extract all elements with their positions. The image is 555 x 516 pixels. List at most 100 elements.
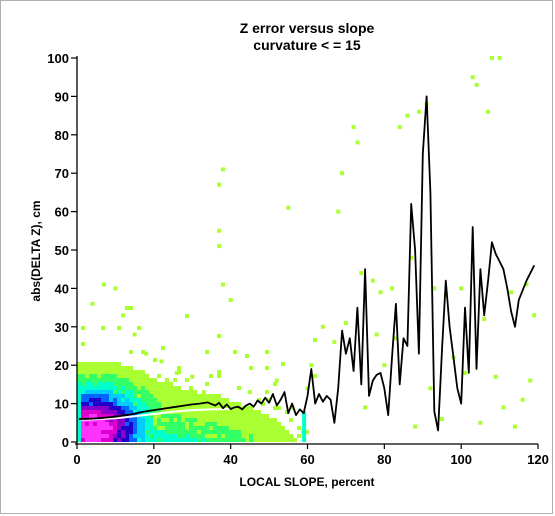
density-cell (217, 414, 221, 418)
density-cell (249, 366, 253, 370)
density-cell (89, 410, 93, 414)
density-cell (149, 386, 153, 390)
density-cell (189, 426, 193, 430)
density-cell (205, 406, 209, 410)
density-cell (169, 426, 173, 430)
density-cell (257, 438, 261, 442)
density-cell (117, 426, 121, 430)
density-cell (149, 418, 153, 422)
density-cell (125, 422, 129, 426)
density-cell (105, 390, 109, 394)
density-cell (289, 438, 293, 442)
density-cell (149, 402, 153, 406)
density-cell (149, 398, 153, 402)
density-cell (169, 386, 173, 390)
density-cell (233, 418, 237, 422)
density-cell (221, 414, 225, 418)
x-tick-label: 20 (147, 452, 161, 467)
density-cell (93, 378, 97, 382)
density-cell (137, 426, 141, 430)
density-cell (109, 438, 113, 442)
density-cell (201, 418, 205, 422)
density-cell (101, 418, 105, 422)
density-cell (129, 434, 133, 438)
density-cell (233, 414, 237, 418)
density-cell (105, 370, 109, 374)
density-cell (89, 378, 93, 382)
density-cell (85, 398, 89, 402)
outlier-point (159, 359, 164, 364)
density-cell (129, 378, 133, 382)
y-tick-label: 80 (55, 128, 69, 143)
density-cell (109, 386, 113, 390)
density-cell (177, 438, 181, 442)
density-cell (93, 422, 97, 426)
density-cell (161, 402, 165, 406)
density-cell (137, 422, 141, 426)
density-cell (93, 426, 97, 430)
density-cell (105, 402, 109, 406)
density-cell (185, 406, 189, 410)
density-cell (149, 406, 153, 410)
density-cell (213, 438, 217, 442)
density-cell (253, 434, 257, 438)
density-cell (97, 406, 101, 410)
density-cell (185, 414, 189, 418)
density-cell (293, 438, 297, 442)
density-cell (145, 378, 149, 382)
outlier-point (382, 363, 387, 368)
density-cell (237, 414, 241, 418)
density-cell (121, 410, 125, 414)
density-cell (281, 434, 285, 438)
density-cell (129, 410, 133, 414)
density-cell (133, 422, 137, 426)
density-cell (125, 426, 129, 430)
density-cell (161, 434, 165, 438)
x-tick-label: 60 (300, 452, 314, 467)
density-cell (257, 418, 261, 422)
density-cell (129, 374, 133, 378)
density-cell (193, 418, 197, 422)
density-cell (233, 402, 237, 406)
density-cell (141, 350, 145, 354)
density-cell (161, 386, 165, 390)
density-cell (137, 370, 141, 374)
density-cell (229, 418, 233, 422)
density-cell (253, 418, 257, 422)
density-cell (125, 374, 129, 378)
density-cell (225, 414, 229, 418)
density-cell (125, 390, 129, 394)
density-cell (141, 394, 145, 398)
density-cell (145, 382, 149, 386)
outlier-point (90, 301, 95, 306)
density-cell (205, 434, 209, 438)
density-cell (261, 422, 265, 426)
density-cell (269, 418, 273, 422)
density-cell (109, 378, 113, 382)
density-cell (205, 402, 209, 406)
density-cell (153, 438, 157, 442)
density-cell (157, 414, 161, 418)
density-cell (173, 438, 177, 442)
outlier-point (101, 282, 106, 287)
density-cell (97, 386, 101, 390)
density-cell (141, 398, 145, 402)
density-cell (81, 438, 85, 442)
outlier-point (432, 286, 437, 291)
density-cell (261, 414, 265, 418)
chart-subtitle: curvature < = 15 (253, 37, 361, 53)
median-line (80, 408, 231, 421)
y-tick-label: 0 (62, 435, 69, 450)
density-cell (277, 422, 281, 426)
y-tick-label: 20 (55, 358, 69, 373)
outlier-point (217, 182, 222, 187)
density-cell (133, 426, 137, 430)
density-cell (129, 418, 133, 422)
density-cell (261, 434, 265, 438)
density-cell (265, 390, 269, 394)
density-cell (81, 398, 85, 402)
outlier-point (478, 420, 483, 425)
density-cell (153, 418, 157, 422)
density-cell (165, 414, 169, 418)
density-cell (157, 382, 161, 386)
